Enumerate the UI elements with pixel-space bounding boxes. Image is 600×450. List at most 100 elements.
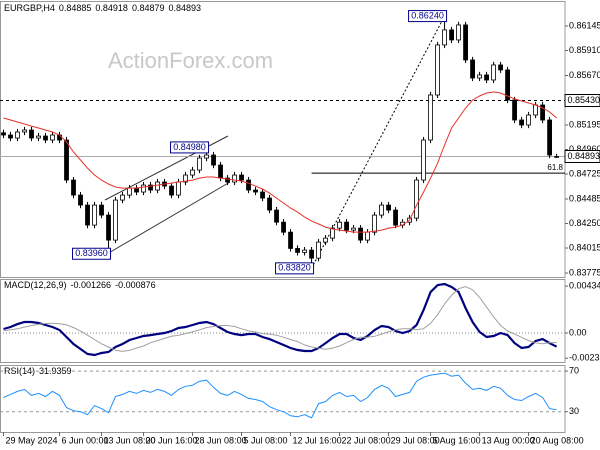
candle-body xyxy=(554,156,559,158)
candle-body xyxy=(274,209,279,223)
last-price-label: 0.84893 xyxy=(568,151,600,161)
main-panel xyxy=(0,1,566,278)
symbol: EURGBP,H4 xyxy=(4,3,55,13)
y-tick-label: 0.85910 xyxy=(569,45,600,55)
rsi-panel xyxy=(0,365,566,433)
watermark: ActionForex.com xyxy=(108,48,273,73)
y-tick-label: 0.00 xyxy=(569,327,587,337)
candle-body xyxy=(491,64,496,81)
candle-body xyxy=(8,134,13,139)
candle-body xyxy=(64,139,69,181)
candle-body xyxy=(155,181,160,191)
annotation-box xyxy=(275,262,315,275)
x-tick-label: 22 Jul 08:00 xyxy=(342,435,391,445)
channel-line xyxy=(106,181,231,255)
candle-body xyxy=(519,119,524,126)
candle-body xyxy=(337,221,342,229)
y-tick-label: 0.004342 xyxy=(569,281,600,291)
x-tick-label: 6 Jun 00:00 xyxy=(62,435,109,445)
candle-body xyxy=(169,185,174,196)
annotation-label: 0.86240 xyxy=(411,10,444,20)
candle-body xyxy=(176,181,181,196)
candle-body xyxy=(22,129,27,133)
candle-body xyxy=(85,204,90,226)
candle-body xyxy=(547,119,552,156)
indicator-line xyxy=(3,286,557,352)
candle-body xyxy=(43,135,48,141)
candle-body xyxy=(78,194,83,206)
macd-header: MACD(12,26,9) -0.001266 -0.000876 xyxy=(4,280,156,290)
candle-body xyxy=(197,157,202,171)
candle-body xyxy=(15,131,20,139)
candle-body xyxy=(386,204,391,211)
candle-body xyxy=(295,248,300,253)
candle-body xyxy=(50,134,55,141)
candle-body xyxy=(225,177,230,183)
x-tick-label: 13 Jun 08:00 xyxy=(104,435,156,445)
candle-body xyxy=(120,194,125,201)
candle-body xyxy=(477,74,482,79)
last-price-box xyxy=(564,149,600,163)
y-tick-label: 0.85195 xyxy=(569,119,600,129)
candle-body xyxy=(540,104,545,121)
candle-body xyxy=(379,204,384,216)
candle-body xyxy=(372,214,377,233)
candle-body xyxy=(498,64,503,71)
candle-body xyxy=(414,179,419,219)
price-header: EURGBP,H4 0.84885 0.84918 0.84879 0.84893 xyxy=(4,3,201,13)
annotation-box xyxy=(72,247,112,260)
candle-body xyxy=(218,164,223,179)
high-reading: 0.84918 xyxy=(95,3,128,13)
candle-body xyxy=(484,74,489,81)
candle-body xyxy=(358,227,363,241)
moving-average xyxy=(3,91,557,233)
annotation-box xyxy=(170,141,210,154)
candle-body xyxy=(239,174,244,181)
annotation-label: 0.83820 xyxy=(278,263,311,273)
candle-body xyxy=(449,29,454,41)
candle-body xyxy=(29,129,34,139)
candle-body xyxy=(316,241,321,259)
candle-body xyxy=(428,94,433,141)
candle-body xyxy=(435,44,440,96)
candle-body xyxy=(253,189,258,193)
candle-body xyxy=(351,227,356,231)
y-tick-label: 0.84015 xyxy=(569,242,600,252)
candle-body xyxy=(533,104,538,116)
candle-body xyxy=(267,197,272,211)
indicator-line xyxy=(3,282,558,357)
candle-body xyxy=(512,99,517,121)
x-tick-label: 5 Jul 08:00 xyxy=(244,435,288,445)
candle-body xyxy=(281,221,286,233)
signal-reading: -0.000876 xyxy=(115,280,156,290)
candle-body xyxy=(344,221,349,231)
x-tick-label: 5 Aug 16:00 xyxy=(433,435,481,445)
y-tick-label: 0.84960 xyxy=(569,144,600,154)
candle-body xyxy=(393,209,398,226)
y-tick-label: 0.84485 xyxy=(569,193,600,203)
y-tick-label: 0.84250 xyxy=(569,218,600,228)
candle-body xyxy=(190,169,195,176)
annotation-box xyxy=(408,10,448,23)
macd-panel xyxy=(0,279,566,363)
candle-body xyxy=(1,132,6,136)
open-reading: 0.84885 xyxy=(59,3,92,13)
candle-body xyxy=(232,174,237,183)
candle-body xyxy=(463,24,468,61)
candle-body xyxy=(113,199,118,241)
trend-line xyxy=(311,15,446,269)
candle-body xyxy=(183,174,188,183)
macd-title: MACD(12,26,9) xyxy=(4,280,67,290)
level-box xyxy=(564,94,600,108)
y-tick-label: 70 xyxy=(569,365,579,375)
candle-body xyxy=(456,24,461,41)
indicator-line xyxy=(3,372,557,419)
close-reading: 0.84893 xyxy=(169,3,202,13)
y-tick-label: -0.002336 xyxy=(569,353,600,363)
y-tick-label: 0.83775 xyxy=(569,267,600,277)
candle-body xyxy=(71,179,76,196)
x-tick-label: 12 Jul 16:00 xyxy=(293,435,342,445)
x-tick-label: 29 May 2024 xyxy=(6,435,58,445)
